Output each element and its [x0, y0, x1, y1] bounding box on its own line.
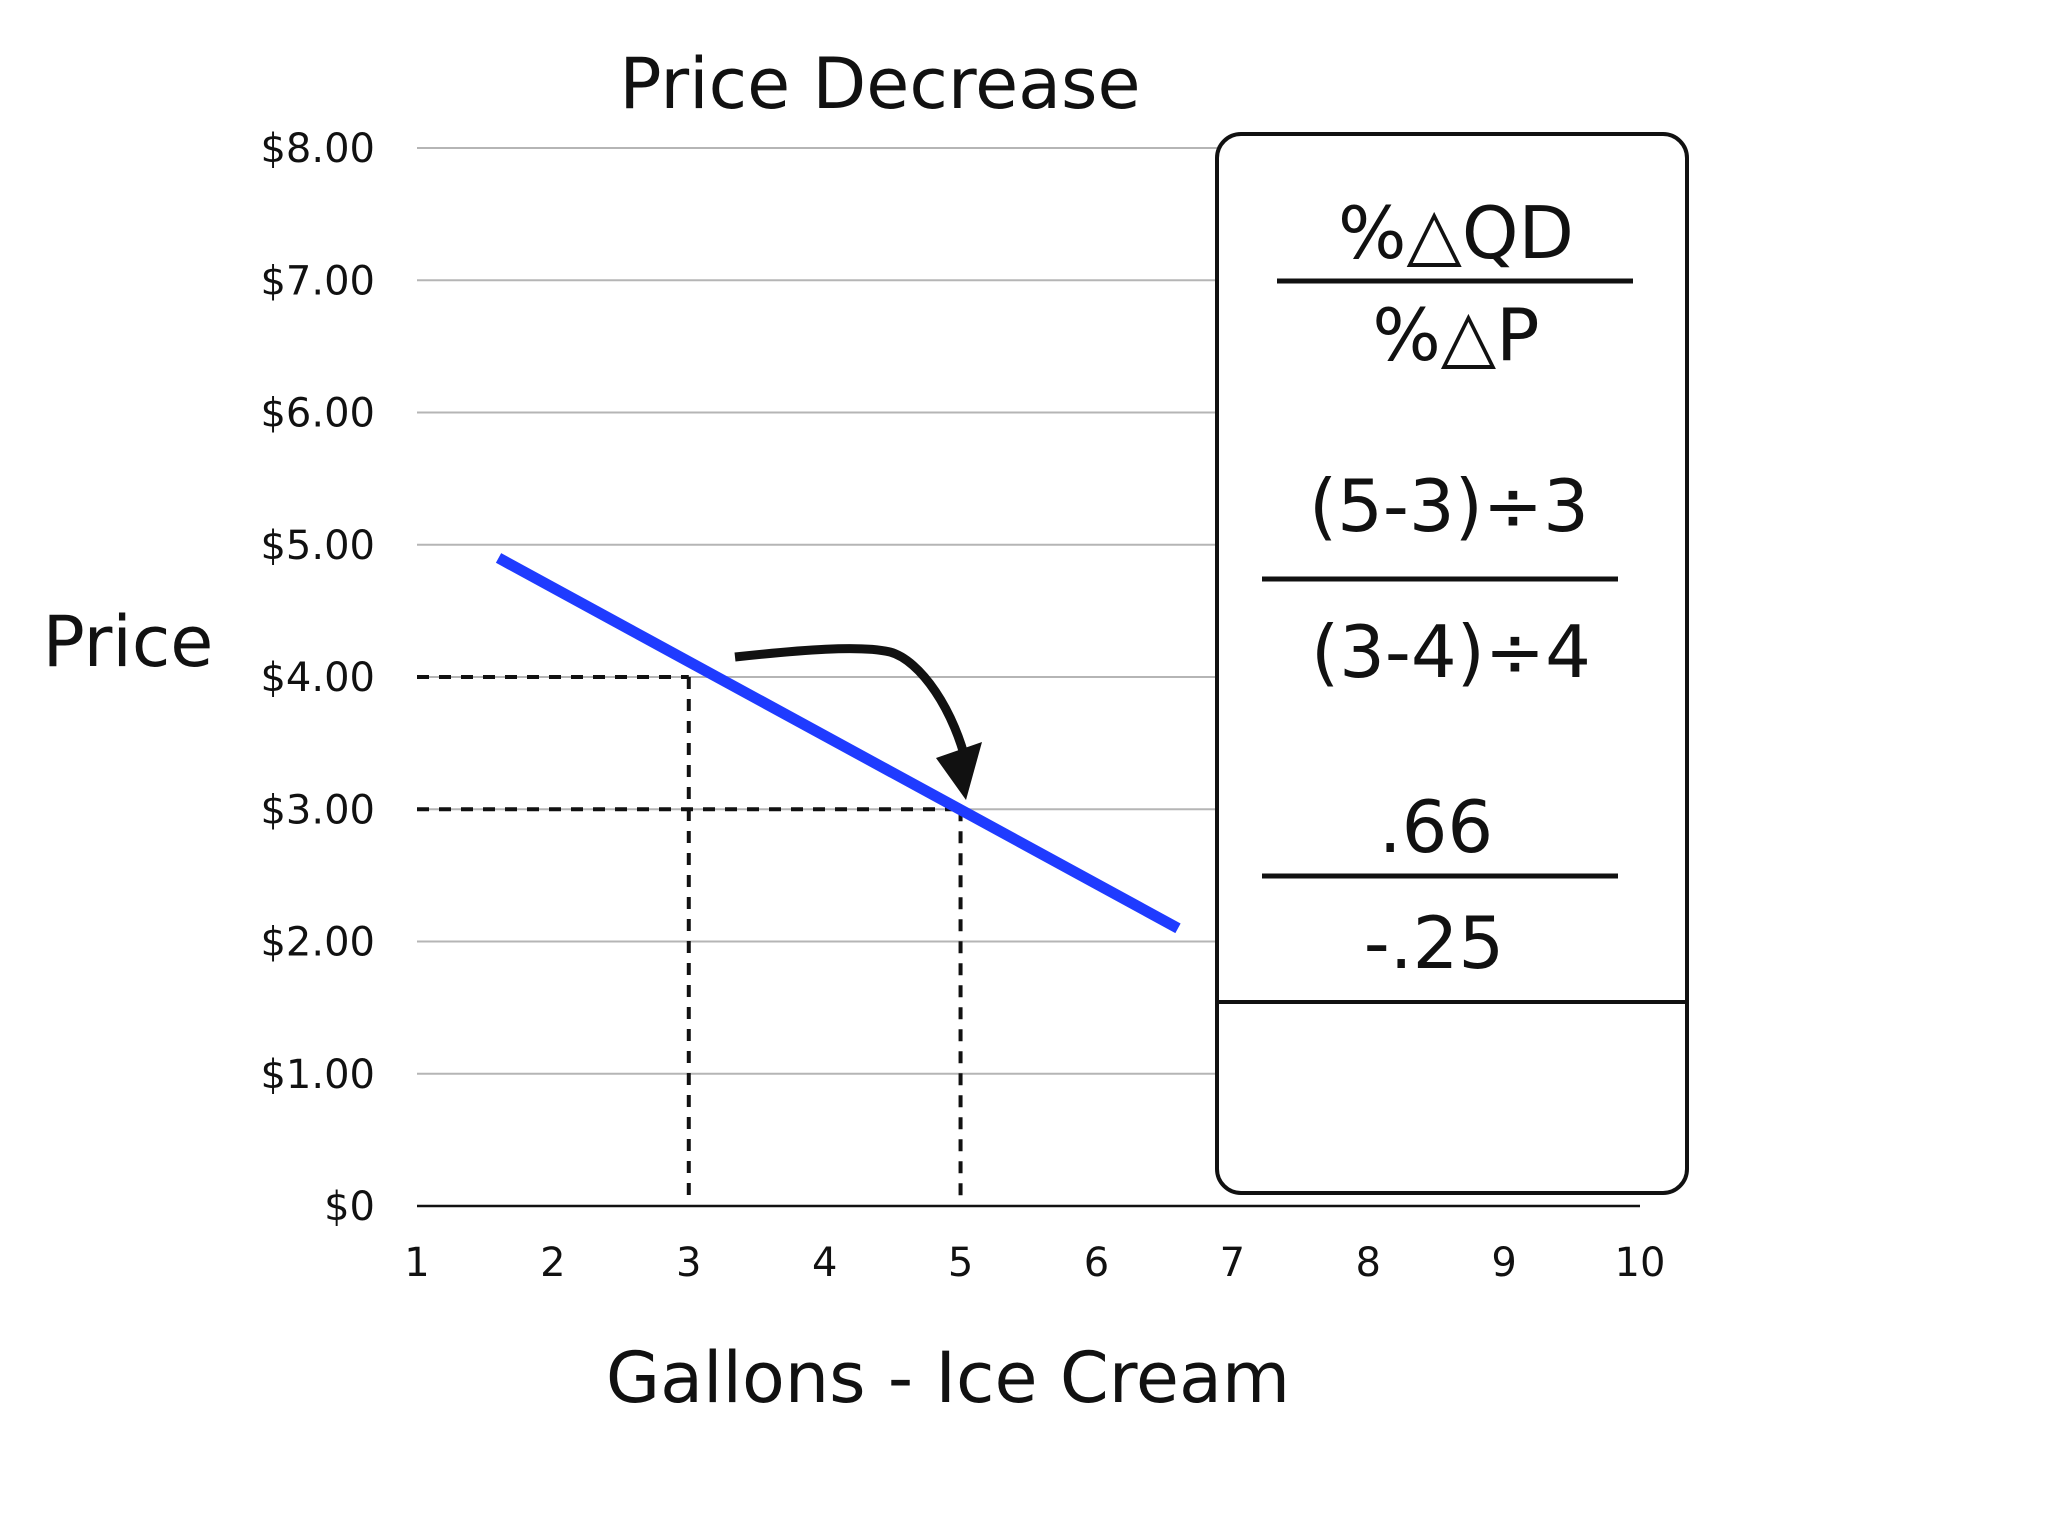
x-tick-label: 4 — [812, 1240, 837, 1286]
y-tick-label: $8.00 — [260, 126, 375, 172]
y-tick-labels: $0 $1.00 $2.00 $3.00 $4.00 $5.00 $6.00 $7.00 $8.… — [260, 126, 375, 1230]
x-tick-label: 8 — [1355, 1240, 1380, 1286]
x-tick-label: 7 — [1220, 1240, 1245, 1286]
y-axis-label: Price — [43, 601, 214, 683]
x-tick-labels: 1 2 3 4 5 6 7 8 9 10 — [404, 1240, 1665, 1286]
y-tick-label: $5.00 — [260, 523, 375, 569]
x-tick-label: 1 — [404, 1240, 429, 1286]
chart-title: Price Decrease — [619, 43, 1140, 125]
y-tick-label: $1.00 — [260, 1052, 375, 1098]
x-tick-label: 6 — [1084, 1240, 1109, 1286]
x-tick-label: 3 — [676, 1240, 701, 1286]
demand-line — [495, 553, 1181, 934]
y-tick-label: $3.00 — [260, 787, 375, 833]
x-tick-label: 10 — [1615, 1240, 1666, 1286]
fraction1-denominator: %△P — [1372, 293, 1539, 377]
arrow-head — [936, 742, 982, 800]
x-tick-label: 5 — [948, 1240, 973, 1286]
series-layer — [495, 553, 1181, 934]
reference-guides — [417, 675, 963, 1206]
x-tick-label: 9 — [1491, 1240, 1516, 1286]
fraction2-denominator: (3-4)÷4 — [1311, 610, 1591, 694]
x-axis-label: Gallons - Ice Cream — [606, 1337, 1290, 1419]
y-tick-label: $6.00 — [260, 391, 375, 437]
move-arrow — [734, 644, 973, 771]
fraction3-numerator: .66 — [1379, 785, 1494, 869]
y-tick-label: $2.00 — [260, 920, 375, 966]
y-tick-label: $4.00 — [260, 655, 375, 701]
fraction1-numerator: %△QD — [1338, 191, 1574, 275]
fraction2-numerator: (5-3)÷3 — [1309, 464, 1589, 548]
x-tick-label: 2 — [540, 1240, 565, 1286]
y-tick-label: $0 — [324, 1184, 375, 1230]
formula-box-frame — [1215, 132, 1689, 1195]
elasticity-formula-box: %△QD %△P (5-3)÷3 (3-4)÷4 .66 -.25 — [1215, 132, 1689, 1195]
fraction3-denominator: -.25 — [1364, 901, 1504, 985]
y-tick-label: $7.00 — [260, 258, 375, 304]
